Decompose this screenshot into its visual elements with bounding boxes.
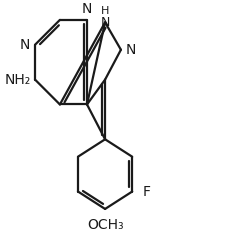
Text: N: N: [81, 2, 92, 16]
Text: H: H: [100, 6, 109, 16]
Text: F: F: [142, 184, 150, 198]
Text: NH₂: NH₂: [5, 72, 31, 86]
Text: N: N: [100, 16, 109, 29]
Text: N: N: [125, 43, 136, 57]
Text: OCH₃: OCH₃: [86, 218, 123, 232]
Text: N: N: [20, 38, 30, 52]
